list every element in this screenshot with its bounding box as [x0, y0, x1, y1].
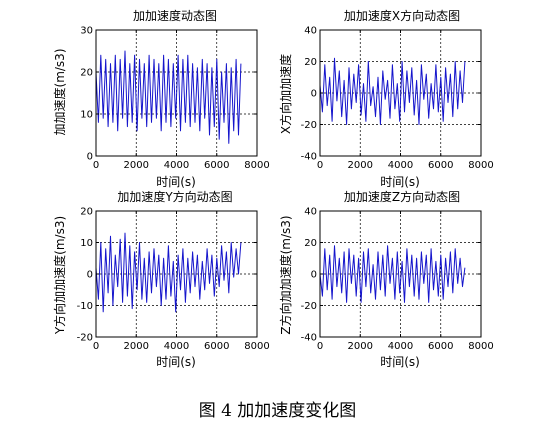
x-tick-label: 4000	[164, 341, 189, 352]
x-axis-label: 时间(s)	[380, 175, 420, 189]
plot-area: 0 2000 4000 6000 8000 -40 -20 0 20 40	[301, 26, 494, 172]
y-tick-label: 20	[80, 68, 93, 79]
x-tick-label: 4000	[164, 160, 189, 171]
y-tick-label: 0	[311, 270, 317, 281]
x-tick-label: 8000	[468, 160, 493, 171]
chart-title: 加加速度X方向动态图	[344, 8, 460, 23]
x-axis-label: 时间(s)	[156, 355, 196, 369]
y-tick-label: 40	[304, 207, 317, 218]
x-axis-label: 时间(s)	[156, 175, 196, 189]
chart-jerk-x: 加加速度X方向动态图 0 2000 4000 6000 8000-40-2002040 …	[278, 8, 494, 189]
series-line	[95, 232, 242, 313]
series-line	[319, 57, 466, 125]
x-tick-label: 8000	[244, 160, 269, 171]
y-tick-label: -20	[77, 333, 93, 344]
x-axis-label: 时间(s)	[380, 355, 420, 369]
y-tick-label: -20	[301, 120, 317, 131]
y-tick-label: 20	[304, 57, 317, 68]
y-tick-label: 30	[80, 26, 93, 37]
y-tick-label: 10	[80, 238, 93, 249]
plot-area: 0 2000 4000 6000 8000 0 10 20 30	[80, 26, 269, 172]
y-tick-label: -20	[301, 301, 317, 312]
x-tick-label: 6000	[204, 341, 229, 352]
chart-jerk-y: 加加速度Y方向动态图 0 2000 4000 6000 8000-20-1001020 …	[52, 189, 270, 369]
y-tick-label: 0	[87, 152, 93, 163]
y-tick-label: -40	[301, 333, 317, 344]
series-line	[319, 245, 466, 303]
y-tick-label: 40	[304, 26, 317, 37]
x-tick-label: 4000	[388, 341, 413, 352]
y-tick-label: 10	[80, 110, 93, 121]
y-axis-label: 加加速度(m/s3)	[52, 49, 67, 136]
y-tick-label: -40	[301, 152, 317, 163]
x-tick-label: 0	[93, 341, 99, 352]
x-tick-label: 8000	[468, 341, 493, 352]
y-tick-label: 0	[87, 270, 93, 281]
chart-jerk: 加加速度动态图 0 2000 4000 6000 8000 0 10 20 30 时间(s) 加…	[52, 8, 270, 189]
x-tick-label: 8000	[244, 341, 269, 352]
chart-title: 加加速度Z方向动态图	[344, 189, 460, 204]
y-axis-label: X方向加加速度	[278, 54, 293, 134]
x-tick-label: 0	[317, 160, 323, 171]
y-tick-label: 20	[80, 207, 93, 218]
series-line	[95, 50, 242, 144]
y-tick-label: 20	[304, 238, 317, 249]
x-tick-label: 2000	[348, 160, 373, 171]
x-tick-label: 2000	[124, 341, 149, 352]
x-tick-label: 2000	[348, 341, 373, 352]
chart-title: 加加速度Y方向动态图	[117, 189, 232, 204]
figure-caption: 图 4 加加速度变化图	[198, 401, 357, 421]
x-tick-label: 0	[317, 341, 323, 352]
y-tick-label: 0	[311, 89, 317, 100]
y-axis-label: Z方向加加速度(m/s3)	[278, 215, 293, 334]
plot-area: 0 2000 4000 6000 8000 -40 -20 0 20 40	[301, 207, 494, 353]
chart-title: 加加速度动态图	[133, 8, 217, 23]
y-tick-label: -10	[77, 301, 93, 312]
plot-area: 0 2000 4000 6000 8000 -20 -10 0 10 20	[77, 207, 270, 353]
x-tick-label: 0	[93, 160, 99, 171]
x-tick-label: 6000	[204, 160, 229, 171]
x-tick-label: 2000	[124, 160, 149, 171]
x-tick-label: 6000	[428, 341, 453, 352]
x-tick-label: 4000	[388, 160, 413, 171]
y-axis-label: Y方向加加速度(m/s3)	[52, 216, 67, 335]
x-tick-label: 6000	[428, 160, 453, 171]
chart-jerk-z: 加加速度Z方向动态图 0 2000 4000 6000 8000-40-2002040 …	[278, 189, 494, 369]
